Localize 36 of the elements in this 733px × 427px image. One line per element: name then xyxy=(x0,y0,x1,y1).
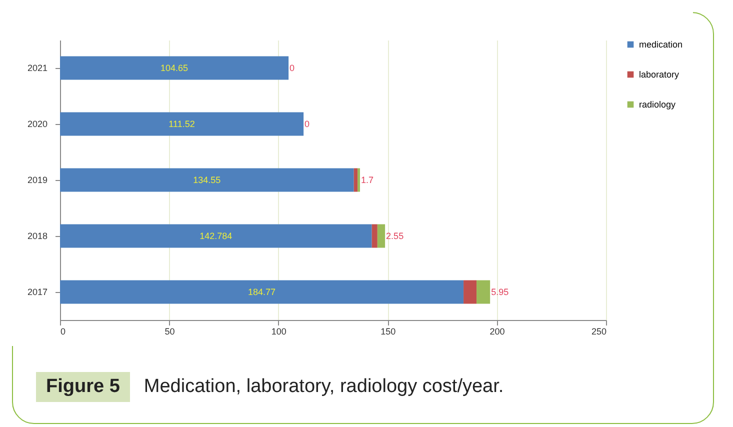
text: Figure 5 xyxy=(36,372,130,402)
data-label: 111.52 xyxy=(168,119,195,129)
x-tick-label: 150 xyxy=(380,326,396,336)
bar xyxy=(377,224,386,248)
data-label: 134.55 xyxy=(193,175,221,185)
x-tick-label: 100 xyxy=(271,326,286,336)
data-label: 142.784 xyxy=(200,231,232,241)
bar xyxy=(372,224,378,248)
bar xyxy=(476,280,490,304)
bar xyxy=(354,168,358,192)
y-tick-label: 2021 xyxy=(27,63,48,73)
x-tick-label: 0 xyxy=(60,326,66,336)
data-label: 1.7 xyxy=(360,175,374,185)
legend-label: radiology xyxy=(639,100,676,110)
x-tick-label: 50 xyxy=(164,326,175,336)
y-tick-label: 2020 xyxy=(27,119,48,129)
data-label: 184.77 xyxy=(248,287,276,297)
data-label: 2.55 xyxy=(386,231,404,241)
x-tick-label: 200 xyxy=(490,326,505,336)
x-tick-label: 250 xyxy=(591,326,606,336)
bar xyxy=(60,280,464,304)
text: Medication, laboratory, radiology cost/year. xyxy=(144,376,504,398)
bar xyxy=(60,56,289,80)
bar xyxy=(464,280,477,304)
data-label: 0 xyxy=(304,119,310,129)
legend-label: medication xyxy=(639,40,683,50)
bar xyxy=(60,112,304,136)
bar xyxy=(60,168,354,192)
y-tick-label: 2019 xyxy=(27,175,48,185)
data-label: 5.95 xyxy=(491,287,509,297)
data-label: 0 xyxy=(290,63,295,73)
y-tick-label: 2018 xyxy=(27,231,48,241)
legend-label: laboratory xyxy=(639,70,680,80)
y-tick-label: 2017 xyxy=(27,287,48,297)
data-label: 104.65 xyxy=(160,63,188,73)
bar xyxy=(60,224,372,248)
